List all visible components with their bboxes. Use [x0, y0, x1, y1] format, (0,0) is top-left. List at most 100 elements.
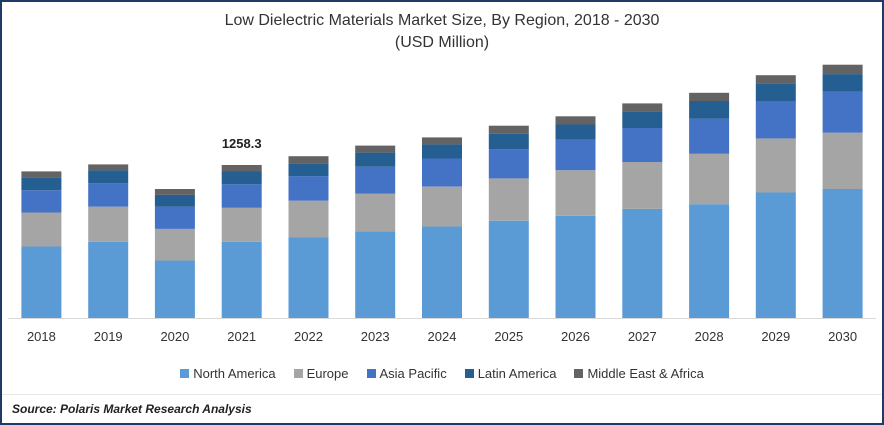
legend-label: Middle East & Africa — [587, 366, 704, 381]
bar-segment-2019-north-america — [88, 241, 129, 318]
bar-segment-2027-europe — [622, 162, 663, 209]
bar-segment-2022-europe — [288, 200, 329, 238]
legend-label: Latin America — [477, 366, 557, 381]
x-tick-label: 2028 — [695, 329, 724, 344]
bar-segment-2023-latin-america — [355, 152, 396, 167]
bar-segment-2019-middle-east-africa — [88, 164, 129, 171]
bar-segment-2030-north-america — [822, 189, 863, 318]
bar-segment-2019-europe — [88, 206, 129, 242]
legend-item-europe: Europe — [293, 366, 349, 381]
bar-chart: 2018 2019 2020 2021 1258.3 2022 2023 2024 2025 20… — [8, 64, 876, 344]
bar-segment-2023-asia-pacific — [355, 166, 396, 194]
bar-segment-2020-middle-east-africa — [154, 189, 195, 195]
bar-segment-2028-europe — [689, 153, 730, 205]
bar-segment-2026-north-america — [555, 216, 596, 318]
legend-item-north-america: North America — [180, 366, 276, 381]
x-tick-label: 2029 — [761, 329, 790, 344]
legend-label: Asia Pacific — [379, 366, 447, 381]
x-tick-label: 2024 — [428, 329, 457, 344]
bar-segment-2025-latin-america — [488, 133, 529, 150]
legend-item-middle-east-africa: Middle East & Africa — [574, 366, 704, 381]
bar-segment-2029-latin-america — [755, 83, 796, 102]
bar-segment-2024-latin-america — [422, 144, 462, 159]
bar-segment-2019-latin-america — [88, 170, 129, 184]
bar-segment-2023-middle-east-africa — [355, 145, 396, 153]
bar-segment-2029-middle-east-africa — [755, 75, 796, 84]
bar-segment-2021-north-america — [221, 241, 262, 318]
bar-segment-2030-europe — [822, 132, 863, 189]
bar-segment-2029-asia-pacific — [755, 101, 796, 139]
legend-label: Europe — [306, 366, 349, 381]
x-tick-label: 2030 — [828, 329, 857, 344]
bar-segment-2029-north-america — [755, 192, 796, 318]
bar-segment-2018-middle-east-africa — [21, 171, 62, 178]
data-label-2021: 1258.3 — [222, 136, 262, 151]
bar-segment-2021-latin-america — [221, 171, 262, 185]
x-tick-label: 2027 — [628, 329, 657, 344]
chart-subtitle: (USD Million) — [394, 34, 490, 51]
legend-item-asia-pacific: Asia Pacific — [366, 366, 447, 381]
bar-segment-2030-latin-america — [822, 74, 863, 92]
bar-segment-2026-asia-pacific — [555, 139, 596, 171]
legend-swatch — [293, 369, 303, 378]
legend-item-latin-america: Latin America — [464, 366, 557, 381]
bar-segment-2026-middle-east-africa — [555, 116, 596, 125]
legend-label: North America — [193, 366, 276, 381]
bar-segment-2018-europe — [21, 212, 62, 247]
bar-segment-2025-europe — [488, 178, 529, 221]
bar-segment-2025-asia-pacific — [488, 149, 529, 179]
x-tick-label: 2020 — [160, 329, 189, 344]
bar-segment-2027-middle-east-africa — [622, 103, 663, 112]
bar-segment-2020-north-america — [154, 260, 195, 318]
bar-segment-2018-latin-america — [21, 177, 62, 191]
bar-segment-2028-middle-east-africa — [689, 92, 730, 101]
bar-segment-2019-asia-pacific — [88, 183, 129, 207]
bar-segment-2025-north-america — [488, 220, 529, 318]
bar-segment-2024-north-america — [422, 226, 462, 318]
bar-segment-2025-middle-east-africa — [488, 125, 529, 134]
bar-segment-2022-asia-pacific — [288, 176, 329, 201]
bar-segment-2030-asia-pacific — [822, 91, 863, 133]
bar-segment-2020-europe — [154, 228, 195, 261]
bar-segment-2022-latin-america — [288, 163, 329, 177]
bar-segment-2024-asia-pacific — [422, 158, 462, 187]
legend-swatch — [180, 369, 190, 378]
bar-segment-2023-europe — [355, 193, 396, 232]
chart-legend: North America Europe Asia Pacific Latin Ame… — [0, 366, 884, 381]
x-tick-label: 2022 — [294, 329, 323, 344]
source-note: Source: Polaris Market Research Analysis — [12, 402, 252, 416]
bar-segment-2026-latin-america — [555, 124, 596, 140]
bar-segment-2028-latin-america — [689, 101, 730, 119]
x-tick-label: 2023 — [361, 329, 390, 344]
x-tick-label: 2019 — [94, 329, 123, 344]
bar-segment-2021-europe — [221, 207, 262, 242]
bar-segment-2022-middle-east-africa — [288, 156, 329, 164]
footer-divider — [2, 394, 882, 395]
bar-segment-2026-europe — [555, 170, 596, 216]
bar-segment-2028-asia-pacific — [689, 118, 730, 154]
bar-segment-2020-latin-america — [154, 194, 195, 207]
bar-segment-2024-europe — [422, 186, 462, 227]
bar-segment-2027-north-america — [622, 208, 663, 318]
chart-title-block: Low Dielectric Materials Market Size, By… — [0, 10, 884, 54]
x-tick-label: 2021 — [227, 329, 256, 344]
chart-title: Low Dielectric Materials Market Size, By… — [224, 12, 660, 29]
bar-segment-2030-middle-east-africa — [822, 64, 863, 75]
x-tick-label: 2018 — [27, 329, 56, 344]
bar-segment-2029-europe — [755, 138, 796, 193]
bar-segment-2022-north-america — [288, 237, 329, 318]
bar-segment-2027-latin-america — [622, 111, 663, 128]
legend-swatch — [574, 369, 584, 378]
bar-segment-2028-north-america — [689, 204, 730, 318]
bar-segment-2021-asia-pacific — [221, 184, 262, 208]
x-tick-label: 2025 — [494, 329, 523, 344]
legend-swatch — [366, 369, 376, 378]
bar-segment-2020-asia-pacific — [154, 206, 195, 229]
bar-segment-2021-middle-east-africa — [221, 165, 262, 172]
x-tick-label: 2026 — [561, 329, 590, 344]
bar-segment-2024-middle-east-africa — [422, 137, 462, 145]
legend-swatch — [464, 369, 474, 378]
bar-segment-2027-asia-pacific — [622, 128, 663, 162]
bar-segment-2018-asia-pacific — [21, 190, 62, 213]
bar-segment-2023-north-america — [355, 231, 396, 318]
